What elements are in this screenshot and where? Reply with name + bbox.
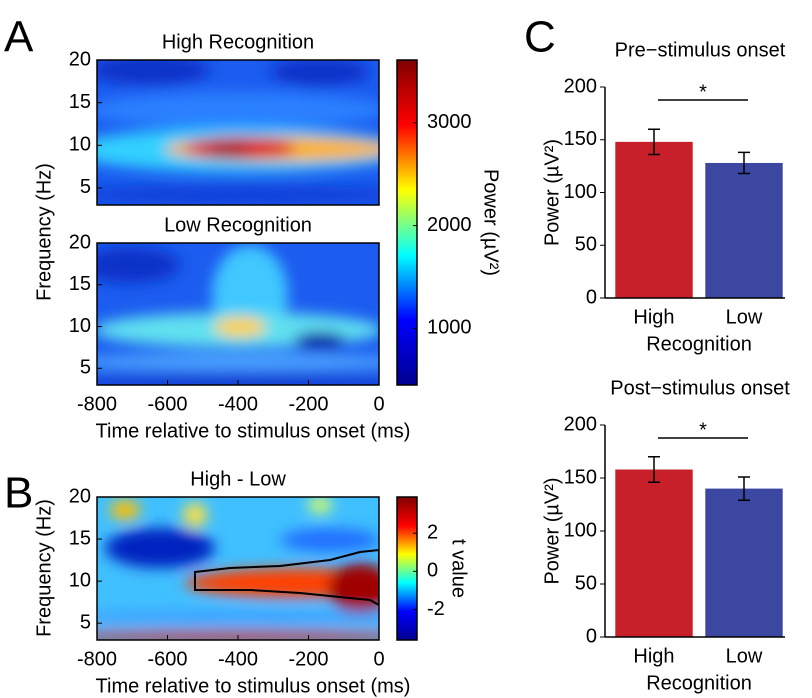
x-tick-label: High [633, 645, 674, 667]
y-tick-label: 20 [69, 231, 91, 253]
y-axis-label: Frequency (Hz) [33, 163, 55, 301]
colorbar-tick-label: 3000 [427, 111, 472, 133]
error-bar [648, 456, 660, 483]
colorbar-tick-label: 1000 [427, 317, 472, 339]
x-tick-label: -600 [147, 648, 187, 670]
heatmap-image [97, 60, 379, 205]
colorbar-tick-label: 2 [427, 522, 438, 544]
y-tick-label: 0 [586, 625, 597, 647]
chart-title: Post−stimulus onset [610, 377, 790, 399]
colorbar-tick-label: -2 [427, 598, 445, 620]
y-tick-label: 200 [564, 75, 597, 97]
y-tick-label: 5 [80, 611, 91, 633]
y-tick-label: 15 [69, 273, 91, 295]
plot-border [96, 59, 380, 206]
x-tick-label: -800 [77, 393, 117, 415]
x-tick-label: -200 [288, 393, 328, 415]
colorbar [396, 496, 418, 641]
y-axis-label: Power (µV²) [541, 139, 563, 246]
colorbar [396, 59, 418, 386]
y-tick-label: 20 [69, 485, 91, 507]
x-axis-label: Recognition [646, 333, 752, 355]
x-tick-label: -400 [218, 393, 258, 415]
y-tick-label: 200 [564, 413, 597, 435]
y-tick-label: 10 [69, 569, 91, 591]
bar [705, 488, 783, 637]
colorbar-tick-label: 0 [427, 560, 438, 582]
x-tick-label: Low [726, 645, 763, 667]
colorbar-label: Power (µV²) [480, 169, 502, 276]
y-tick-label: 150 [564, 466, 597, 488]
panel-label: B [4, 469, 33, 518]
y-tick-label: 50 [575, 234, 597, 256]
bar [615, 469, 693, 637]
significance-label: * [699, 419, 707, 441]
bar [705, 162, 783, 298]
chart-title: High Recognition [162, 31, 314, 53]
x-tick-label: -200 [288, 648, 328, 670]
significance-label: * [699, 81, 707, 103]
colorbar-label: t value [448, 539, 470, 598]
panel-label: A [4, 13, 34, 62]
error-bar [648, 128, 660, 156]
error-bar [738, 151, 750, 175]
x-tick-label: 0 [373, 648, 384, 670]
chart-title: Pre−stimulus onset [615, 39, 786, 61]
heatmap-image [97, 243, 379, 385]
y-tick-label: 150 [564, 128, 597, 150]
y-tick-label: 10 [69, 134, 91, 156]
x-axis-label: Recognition [646, 672, 752, 694]
y-tick-label: 10 [69, 315, 91, 337]
y-tick-label: 100 [564, 181, 597, 203]
y-tick-label: 15 [69, 527, 91, 549]
y-tick-label: 20 [69, 48, 91, 70]
chart-title: High - Low [190, 468, 286, 490]
y-tick-label: 5 [80, 176, 91, 198]
x-tick-label: High [633, 306, 674, 328]
x-axis-label: Time relative to stimulus onset (ms) [96, 675, 411, 697]
y-tick-label: 0 [586, 286, 597, 308]
heatmap-image [97, 497, 379, 640]
chart-title: Low Recognition [164, 214, 312, 236]
x-axis-label: Time relative to stimulus onset (ms) [96, 420, 411, 442]
y-axis-label: Frequency (Hz) [33, 499, 55, 637]
x-tick-label: -400 [218, 648, 258, 670]
y-tick-label: 100 [564, 519, 597, 541]
x-tick-label: -600 [147, 393, 187, 415]
y-axis-label: Power (µV²) [541, 477, 563, 584]
y-tick-label: 15 [69, 91, 91, 113]
x-tick-label: Low [726, 306, 763, 328]
panel-label: C [524, 13, 556, 62]
x-tick-label: -800 [77, 648, 117, 670]
y-tick-label: 5 [80, 357, 91, 379]
bar [615, 141, 693, 298]
colorbar-tick-label: 2000 [427, 214, 472, 236]
y-tick-label: 50 [575, 572, 597, 594]
x-tick-label: 0 [373, 393, 384, 415]
error-bar [738, 476, 750, 502]
